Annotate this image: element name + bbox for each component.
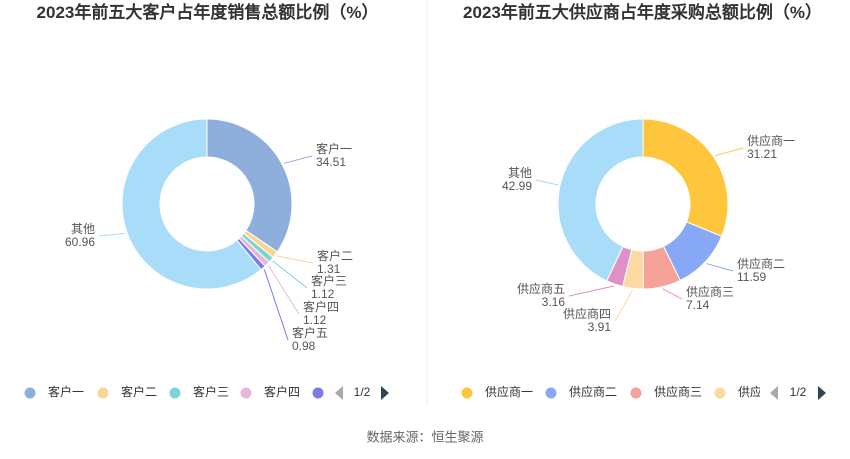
legend-page: 1/2 (354, 385, 371, 399)
chart-title: 2023年前五大供应商占年度采购总额比例（%） (463, 3, 822, 22)
data-label-name: 客户一 (316, 141, 352, 156)
legend-prev[interactable] (335, 386, 343, 400)
data-label-name: 其他 (508, 166, 532, 180)
data-label: 1.31 (317, 262, 341, 276)
legend-label: 客户三 (193, 384, 229, 399)
legend-next[interactable] (381, 386, 389, 400)
legend-marker (97, 387, 109, 399)
legend-marker (714, 387, 726, 399)
leader-line (706, 263, 734, 272)
data-label: 42.99 (502, 179, 532, 193)
slice (557, 118, 644, 282)
legend-marker (24, 387, 36, 399)
legend-marker (240, 387, 252, 399)
slice (642, 118, 729, 237)
leader-line (535, 179, 559, 186)
legend-marker (169, 387, 181, 399)
leader-line (276, 255, 314, 264)
legend-label: 供应商一 (485, 384, 533, 399)
leader-line (263, 269, 289, 341)
leader-line (715, 147, 744, 157)
leader-line (283, 155, 313, 164)
legend-label: 客户四 (264, 384, 300, 399)
data-label: 60.96 (65, 235, 95, 249)
data-label: 11.59 (737, 270, 766, 284)
data-label-name: 其他 (71, 222, 95, 236)
data-label: 3.91 (588, 320, 612, 334)
data-label: 31.21 (747, 147, 777, 161)
data-label: 34.51 (316, 155, 346, 169)
data-label-name: 客户二 (317, 248, 353, 263)
legend-label: 供应商二 (569, 384, 617, 399)
slice (121, 118, 262, 290)
data-label-name: 供应商四 (563, 306, 611, 321)
data-label: 1.12 (311, 287, 335, 301)
legend-marker (545, 387, 557, 399)
leader-line (98, 232, 126, 237)
leader-line (268, 265, 300, 315)
leader-line (568, 285, 614, 297)
legend-page: 1/2 (790, 385, 807, 399)
legend-next[interactable] (818, 386, 826, 400)
legend-prev[interactable] (770, 386, 778, 400)
source: 数据来源：恒生聚源 (366, 429, 483, 444)
legend-label: 供应商四 (738, 384, 786, 399)
legend-marker (461, 387, 473, 399)
leader-line (272, 260, 308, 289)
data-label-name: 供应商二 (737, 256, 785, 271)
data-label: 7.14 (686, 298, 710, 312)
data-label-name: 客户五 (292, 325, 328, 340)
data-label-name: 供应商五 (517, 281, 565, 296)
data-label: 1.12 (303, 313, 327, 327)
leader-line (614, 290, 634, 322)
data-label-name: 客户三 (311, 273, 347, 288)
data-label-name: 供应商三 (686, 284, 734, 299)
slice (206, 118, 293, 253)
data-label: 0.98 (292, 339, 316, 353)
data-label-name: 供应商一 (747, 133, 795, 148)
legend-label: 客户二 (121, 384, 157, 399)
leader-line (662, 288, 683, 300)
legend-label: 客户一 (48, 384, 84, 399)
chart-title: 2023年前五大客户占年度销售总额比例（%） (36, 3, 379, 22)
legend-marker (312, 387, 324, 399)
data-label: 3.16 (542, 295, 566, 309)
legend-marker (630, 387, 642, 399)
data-label-name: 客户四 (303, 299, 339, 314)
legend-label: 供应商三 (654, 384, 702, 399)
